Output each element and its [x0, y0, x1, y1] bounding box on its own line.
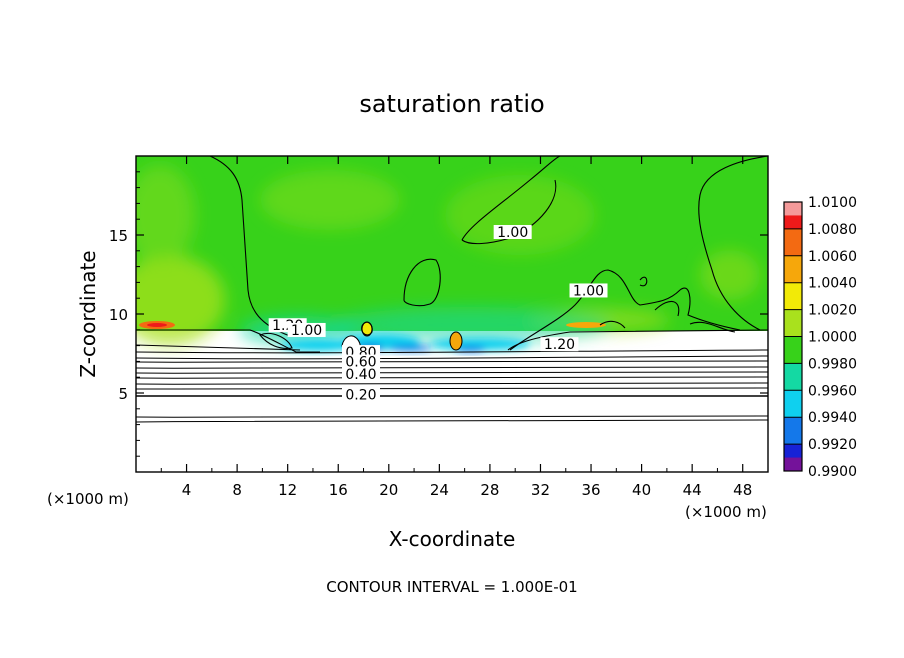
x-tick-label: 16: [329, 481, 348, 499]
x-tick-label: 8: [232, 481, 242, 499]
colorbar-level-label: 1.0020: [808, 303, 857, 319]
contour-label: 0.20: [345, 388, 376, 404]
y-tick-label: 10: [109, 306, 128, 324]
colorbar-swatch: [784, 363, 802, 391]
y-tick-label: 15: [109, 227, 128, 245]
contour-label: 1.00: [573, 283, 604, 299]
x-axis-unit: (×1000 m): [685, 503, 767, 521]
x-tick-label: 24: [430, 481, 449, 499]
x-tick-label: 40: [632, 481, 651, 499]
contour-label: 0.60: [345, 355, 376, 371]
x-tick-label: 36: [581, 481, 600, 499]
contour-thin-ring-left: [259, 332, 293, 349]
plot-area: [136, 156, 768, 472]
colorbar-level-label: 0.9960: [808, 383, 857, 399]
x-tick-label: 32: [531, 481, 550, 499]
x-tick-label: 20: [379, 481, 398, 499]
contour-boundary-top: [136, 329, 768, 353]
colorbar-swatch: [784, 417, 802, 445]
x-tick-label: 48: [733, 481, 752, 499]
field-base: [136, 156, 768, 331]
contour-label-bg: [493, 225, 532, 239]
x-tick-label: 28: [480, 481, 499, 499]
colorbar-swatch: [784, 282, 802, 311]
contour-label-bg: [540, 337, 579, 352]
contour-label-bg: [341, 367, 380, 382]
contour-labels: 1.201.001.001.001.200.800.600.400.20: [268, 225, 608, 404]
colorbar-level-label: 0.9920: [808, 437, 857, 453]
x-axis-label: X-coordinate: [389, 527, 516, 551]
colorbar-swatch: [784, 255, 802, 284]
colorbar-level-label: 1.0080: [808, 222, 857, 238]
contour-island: [403, 258, 441, 307]
contour-label-bg: [569, 283, 608, 298]
y-axis-label: Z-coordinate: [76, 250, 100, 377]
y-axis-unit: (×1000 m): [47, 490, 129, 508]
contour-lines: [136, 156, 768, 353]
contour-label: 1.20: [544, 337, 575, 353]
colorbar-swatch: [784, 336, 802, 364]
colorbar-level-label: 1.0000: [808, 330, 857, 346]
contour-label-bg: [341, 354, 380, 369]
colorbar-swatch: [784, 390, 802, 418]
y-tick-label: 5: [118, 385, 128, 403]
contour-label: 0.40: [345, 367, 376, 383]
contour-ring-small: [361, 321, 373, 336]
contour-right-upper: [698, 156, 768, 331]
colorbar-level-label: 1.0100: [808, 195, 857, 211]
chart-title: saturation ratio: [359, 90, 544, 118]
colorbar-swatch-bottom: [784, 457, 802, 471]
colorbar-swatch: [784, 309, 802, 337]
field-highs: [139, 321, 606, 351]
colorbar-level-label: 1.0060: [808, 249, 857, 265]
colorbar-level-label: 0.9980: [808, 356, 857, 372]
x-axis-ticks: 4 8 12 16 20 24 28 32 36 40 44 48: [160, 156, 752, 499]
contour-label-bg: [341, 387, 380, 402]
contour-upper-left: [209, 156, 291, 337]
contour-right-wiggles: [599, 276, 736, 333]
x-tick-label: 44: [683, 481, 702, 499]
colorbar-swatch-top: [784, 202, 802, 216]
colorbar-level-label: 0.9940: [808, 410, 857, 426]
colorbar-level-label: 1.0040: [808, 276, 857, 292]
contour-label: 1.00: [497, 225, 528, 241]
contour-label-bg: [287, 322, 326, 337]
x-tick-label: 4: [182, 481, 192, 499]
x-tick-label: 12: [278, 481, 297, 499]
contour-label: 1.00: [291, 323, 322, 339]
contour-right-mid: [509, 269, 741, 351]
colorbar-level-label: 0.9900: [808, 464, 857, 480]
colorbar-swatch: [784, 228, 802, 257]
contour-interval-footer: CONTOUR INTERVAL = 1.000E-01: [326, 578, 577, 596]
y-axis-ticks: 5 10 15: [109, 171, 768, 457]
contour-layers: [136, 349, 768, 423]
colorbar: 1.0100 1.0080 1.0060 1.0040 1.0020 1.0000 0.99…: [783, 195, 857, 480]
saturation-field: [136, 156, 768, 352]
